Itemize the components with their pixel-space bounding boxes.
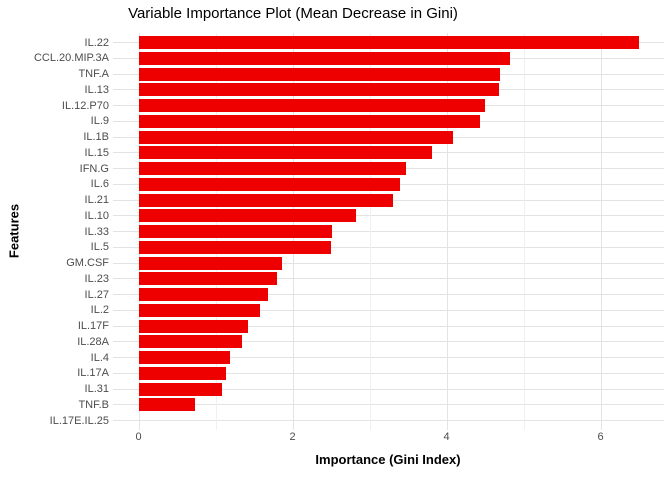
y-tick-label: IL.17F — [77, 320, 109, 332]
row-grid-line — [113, 294, 664, 295]
row-grid-line — [113, 262, 664, 264]
bar — [138, 240, 331, 254]
bar — [138, 272, 278, 286]
y-tick-label: TNF.A — [78, 68, 109, 80]
y-tick-label: IL.10 — [84, 209, 109, 222]
bar — [138, 319, 248, 333]
y-tick-label: IL.2 — [90, 304, 109, 317]
bar — [138, 398, 195, 412]
row-grid-line — [113, 404, 664, 406]
plot-panel — [113, 33, 664, 430]
y-tick-label: IL.22 — [84, 36, 109, 49]
y-tick-label: IL.27 — [84, 288, 109, 301]
row-grid-line — [113, 420, 664, 421]
y-tick-label: IL.13 — [84, 83, 109, 96]
y-tick-label: IL.9 — [90, 115, 109, 128]
y-tick-label: IL.12.P70 — [61, 99, 109, 112]
plot-title: Variable Importance Plot (Mean Decrease … — [128, 5, 458, 22]
x-tick-label: 4 — [443, 431, 450, 443]
y-tick-label: IL.6 — [90, 178, 109, 191]
row-grid-line — [113, 215, 664, 217]
bar — [138, 256, 282, 270]
y-tick-label: CCL.20.MIP.3A — [33, 52, 109, 65]
bar — [138, 382, 223, 396]
y-tick-label: IL.5 — [90, 241, 109, 254]
bar — [138, 114, 480, 128]
grid-major-line — [600, 33, 602, 430]
bar — [138, 162, 406, 175]
bar — [138, 83, 499, 97]
y-tick-label: IL.23 — [84, 272, 109, 285]
y-tick-label: IL.1B — [83, 131, 109, 143]
y-tick-label: IL.17A — [77, 367, 109, 380]
grid-minor-line — [523, 33, 525, 430]
bar — [138, 209, 357, 223]
bar — [138, 225, 332, 238]
bar — [138, 177, 401, 191]
y-tick-label: TNF.B — [78, 398, 109, 411]
bar — [138, 351, 231, 364]
y-tick-label: IL.31 — [84, 383, 109, 395]
y-tick-label: IFN.G — [79, 162, 109, 175]
y-tick-label: GM.CSF — [66, 257, 109, 269]
bar — [138, 366, 226, 380]
row-grid-line — [113, 278, 664, 280]
bar — [138, 193, 393, 207]
grid-minor-line — [369, 33, 371, 430]
x-axis-title: Importance (Gini Index) — [315, 452, 461, 467]
bar — [138, 288, 268, 301]
y-tick-label: IL.4 — [90, 351, 109, 364]
x-tick-label: 2 — [289, 431, 296, 443]
bar — [138, 335, 242, 349]
x-tick-label: 0 — [135, 431, 142, 443]
row-grid-line — [113, 309, 664, 311]
row-grid-line — [113, 341, 664, 343]
bar — [138, 36, 639, 49]
row-grid-line — [113, 325, 664, 327]
bar — [138, 146, 432, 160]
y-tick-label: IL.21 — [84, 194, 109, 206]
row-grid-line — [113, 388, 664, 390]
y-tick-label: IL.28A — [77, 335, 109, 348]
bar — [138, 51, 511, 65]
bar — [138, 303, 261, 317]
row-grid-line — [113, 372, 664, 374]
bar — [138, 99, 485, 112]
row-grid-line — [113, 357, 664, 358]
bar — [138, 130, 453, 144]
y-tick-label: IL.15 — [84, 146, 109, 159]
bar — [138, 67, 501, 81]
row-grid-line — [113, 231, 664, 232]
grid-major-line — [446, 33, 448, 430]
y-tick-label: IL.17E.IL.25 — [49, 414, 109, 427]
row-grid-line — [113, 246, 664, 248]
x-tick-label: 6 — [597, 431, 604, 443]
y-tick-label: IL.33 — [84, 225, 109, 238]
